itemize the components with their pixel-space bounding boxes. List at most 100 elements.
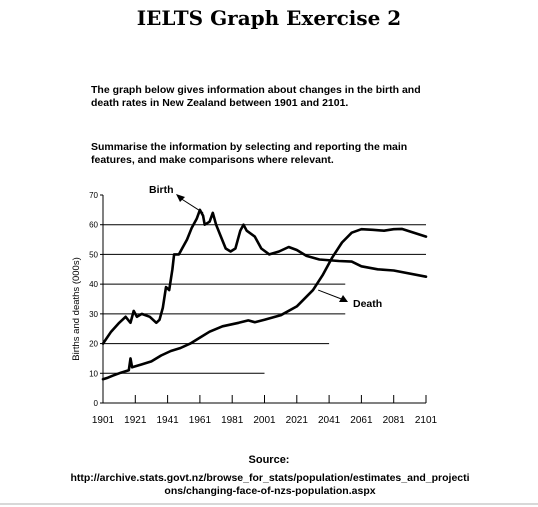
data-point-death-16 [237, 321, 240, 324]
data-point-birth-16 [178, 253, 180, 256]
data-point-birth-35 [260, 247, 263, 250]
data-point-death-17 [247, 319, 250, 322]
data-point-birth-5 [132, 309, 135, 312]
data-point-birth-42 [337, 260, 340, 262]
annotation-death-arrowhead [339, 295, 348, 302]
data-point-death-9 [160, 354, 163, 357]
page-title: IELTS Graph Exercise 2 [136, 6, 402, 30]
data-point-death-25 [341, 241, 343, 244]
data-point-birth-1 [110, 330, 112, 333]
data-point-death-22 [312, 289, 314, 291]
x-tick-label-2041: 2041 [318, 415, 341, 426]
data-point-birth-12 [165, 286, 167, 289]
series-line-death [101, 227, 428, 381]
y-tick-label-70: 70 [89, 191, 98, 200]
data-point-death-4 [127, 369, 130, 372]
data-point-death-12 [189, 342, 192, 345]
x-tick-label-1941: 1941 [156, 415, 179, 426]
data-point-death-14 [208, 330, 211, 333]
data-point-death-24 [331, 256, 334, 259]
data-point-death-7 [140, 363, 143, 366]
data-point-death-13 [199, 336, 201, 339]
data-point-birth-0 [102, 342, 104, 345]
data-point-death-18 [253, 321, 256, 324]
source-url[interactable]: http://archive.stats.govt.nz/browse_for_… [70, 472, 470, 497]
data-point-birth-39 [295, 249, 298, 251]
data-point-birth-3 [124, 315, 127, 318]
annotation-birth-label: Birth [149, 184, 174, 196]
data-point-death-23 [321, 274, 324, 277]
y-tick-label-0: 0 [94, 399, 99, 408]
data-point-death-31 [400, 227, 403, 230]
data-point-death-21 [295, 305, 298, 308]
data-point-death-15 [221, 325, 224, 328]
annotation-death-label: Death [353, 298, 382, 310]
data-point-birth-47 [425, 275, 427, 278]
data-point-birth-26 [215, 223, 217, 226]
data-point-birth-46 [392, 269, 395, 272]
task-description: The graph below gives information about … [91, 84, 421, 109]
data-point-birth-23 [203, 223, 206, 226]
data-point-death-11 [179, 347, 182, 349]
data-point-birth-4 [129, 321, 132, 324]
y-tick-label-60: 60 [89, 221, 98, 230]
y-tick-label-50: 50 [89, 250, 98, 259]
data-point-death-29 [383, 229, 385, 232]
source-label: Source: [248, 454, 290, 466]
data-point-birth-6 [136, 315, 138, 318]
data-point-death-10 [169, 350, 172, 352]
data-point-death-8 [150, 360, 153, 363]
data-point-birth-40 [305, 255, 308, 257]
x-tick-label-2021: 2021 [286, 415, 309, 426]
x-tick-label-2001: 2001 [253, 415, 276, 426]
data-point-death-20 [279, 314, 282, 317]
data-point-death-1 [106, 376, 109, 379]
data-point-birth-45 [376, 268, 379, 271]
y-axis-label: Births and deaths (000s) [71, 257, 82, 361]
data-point-birth-24 [208, 220, 211, 223]
y-tick-label-10: 10 [89, 369, 98, 378]
data-point-birth-20 [195, 217, 198, 220]
x-tick-label-2101: 2101 [415, 415, 438, 426]
data-point-birth-27 [219, 235, 222, 238]
data-point-death-27 [360, 228, 363, 231]
divider [0, 503, 538, 505]
data-point-death-3 [119, 371, 122, 374]
y-tick-label-30: 30 [89, 310, 98, 319]
y-tick-label-20: 20 [89, 340, 98, 349]
data-point-birth-9 [155, 321, 158, 324]
data-point-birth-32 [242, 223, 245, 226]
data-point-death-6 [131, 366, 133, 369]
data-point-birth-25 [211, 211, 214, 214]
data-point-birth-8 [148, 315, 151, 318]
data-point-death-28 [371, 228, 374, 231]
x-tick-label-2081: 2081 [383, 415, 406, 426]
data-point-death-19 [263, 318, 266, 321]
y-tick-label-40: 40 [89, 280, 98, 289]
data-point-birth-13 [168, 289, 171, 291]
data-point-birth-15 [173, 253, 175, 256]
task-instructions: Summarise the information by selecting a… [91, 141, 408, 166]
data-point-birth-37 [278, 250, 280, 253]
data-point-birth-34 [253, 235, 256, 238]
data-point-birth-18 [186, 238, 188, 241]
data-point-birth-11 [161, 307, 164, 309]
data-point-birth-14 [171, 268, 174, 271]
data-point-birth-33 [245, 229, 248, 232]
data-point-birth-41 [318, 258, 321, 261]
data-point-death-33 [425, 235, 427, 238]
data-point-birth-29 [229, 250, 232, 253]
data-point-birth-10 [158, 318, 161, 321]
data-point-birth-7 [140, 312, 143, 315]
data-point-birth-19 [190, 226, 193, 229]
data-point-birth-22 [202, 214, 205, 217]
annotation-death-arrow [318, 289, 345, 301]
x-tick-label-2061: 2061 [350, 415, 373, 426]
x-tick-label-1901: 1901 [92, 415, 115, 426]
data-point-death-5 [129, 357, 132, 360]
data-point-birth-28 [224, 247, 227, 250]
data-point-birth-31 [239, 229, 242, 232]
series-line-birth [101, 208, 428, 345]
x-tick-label-1921: 1921 [124, 415, 147, 426]
